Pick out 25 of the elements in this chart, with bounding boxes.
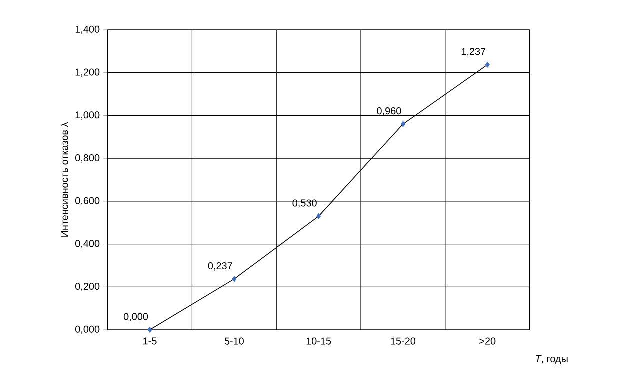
- data-label: 1,237: [462, 48, 486, 56]
- data-label: 0,000: [124, 313, 148, 322]
- point: [232, 276, 237, 282]
- point: [400, 121, 406, 128]
- x-tick-label: 15-20: [391, 338, 416, 345]
- point: [316, 214, 322, 220]
- y-tick-label: 1,200: [76, 68, 100, 77]
- data-label: 0,530: [292, 200, 317, 208]
- y-tick-label: 0,800: [75, 154, 100, 163]
- point: [148, 327, 152, 333]
- data-label: 0,237: [208, 262, 232, 271]
- y-tick-label: 1,000: [76, 112, 100, 120]
- y-tick-label: 0,600: [75, 197, 100, 206]
- data-label: 0,960: [377, 108, 402, 116]
- x-tick-label: 5-10: [224, 338, 244, 345]
- point: [485, 62, 490, 68]
- y-tick-label: 0,400: [75, 240, 100, 248]
- x-tick-label: 1-5: [144, 338, 157, 345]
- x-tick-label: >20: [480, 338, 496, 345]
- x-axis-title: T, годы: [536, 356, 568, 364]
- y-tick-label: 0,200: [75, 283, 100, 292]
- y-tick-label: 1,400: [76, 26, 100, 34]
- x-tick-label: 10-15: [306, 338, 332, 345]
- y-axis-title: Интенсивность отказов λ: [60, 122, 68, 237]
- y-tick-label: 0,000: [75, 326, 100, 334]
